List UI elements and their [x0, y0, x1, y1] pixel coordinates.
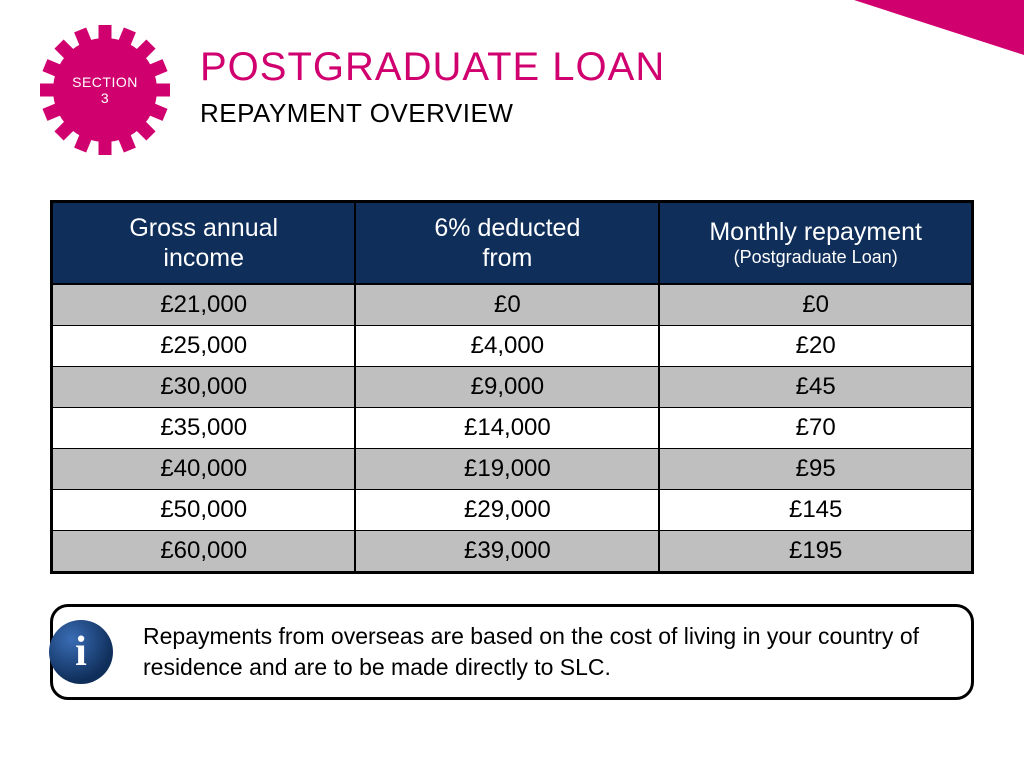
col-header-income: Gross annual income: [52, 202, 356, 285]
col-header-line1: Gross annual: [129, 214, 278, 242]
col-header-line1: Monthly repayment: [709, 218, 922, 246]
table-row: £35,000 £14,000 £70: [52, 408, 973, 449]
table-header-row: Gross annual income 6% deducted from Mon…: [52, 202, 973, 285]
table-row: £60,000 £39,000 £195: [52, 531, 973, 573]
section-label: SECTION 3: [72, 74, 138, 106]
col-header-line2: income: [163, 244, 244, 272]
col-header-sub: (Postgraduate Loan): [668, 247, 963, 269]
info-icon-glyph: i: [75, 631, 87, 673]
cell-monthly: £70: [659, 408, 972, 449]
table-body: £21,000 £0 £0 £25,000 £4,000 £20 £30,000…: [52, 284, 973, 573]
cell-income: £25,000: [52, 326, 356, 367]
cell-income: £21,000: [52, 284, 356, 326]
cell-monthly: £145: [659, 490, 972, 531]
cell-income: £60,000: [52, 531, 356, 573]
page-title: POSTGRADUATE LOAN: [200, 45, 1024, 90]
repayment-table-container: Gross annual income 6% deducted from Mon…: [0, 160, 1024, 574]
col-header-line1: 6% deducted: [434, 214, 580, 242]
section-gear-badge: SECTION 3: [40, 25, 170, 155]
table-row: £21,000 £0 £0: [52, 284, 973, 326]
repayment-table: Gross annual income 6% deducted from Mon…: [50, 200, 974, 574]
cell-deducted: £9,000: [355, 367, 659, 408]
cell-income: £40,000: [52, 449, 356, 490]
col-header-deducted: 6% deducted from: [355, 202, 659, 285]
cell-income: £35,000: [52, 408, 356, 449]
cell-monthly: £95: [659, 449, 972, 490]
cell-deducted: £4,000: [355, 326, 659, 367]
cell-income: £30,000: [52, 367, 356, 408]
cell-monthly: £0: [659, 284, 972, 326]
cell-deducted: £0: [355, 284, 659, 326]
col-header-monthly: Monthly repayment (Postgraduate Loan): [659, 202, 972, 285]
col-header-line2: from: [482, 244, 532, 272]
info-text: Repayments from overseas are based on th…: [143, 623, 919, 680]
table-row: £40,000 £19,000 £95: [52, 449, 973, 490]
cell-monthly: £20: [659, 326, 972, 367]
cell-monthly: £195: [659, 531, 972, 573]
cell-deducted: £19,000: [355, 449, 659, 490]
cell-monthly: £45: [659, 367, 972, 408]
info-icon: i: [49, 620, 113, 684]
cell-deducted: £29,000: [355, 490, 659, 531]
info-callout: i Repayments from overseas are based on …: [50, 604, 974, 700]
cell-income: £50,000: [52, 490, 356, 531]
header: SECTION 3 POSTGRADUATE LOAN REPAYMENT OV…: [0, 0, 1024, 160]
page-subtitle: REPAYMENT OVERVIEW: [200, 98, 1024, 129]
cell-deducted: £14,000: [355, 408, 659, 449]
cell-deducted: £39,000: [355, 531, 659, 573]
table-row: £25,000 £4,000 £20: [52, 326, 973, 367]
table-row: £50,000 £29,000 £145: [52, 490, 973, 531]
table-row: £30,000 £9,000 £45: [52, 367, 973, 408]
